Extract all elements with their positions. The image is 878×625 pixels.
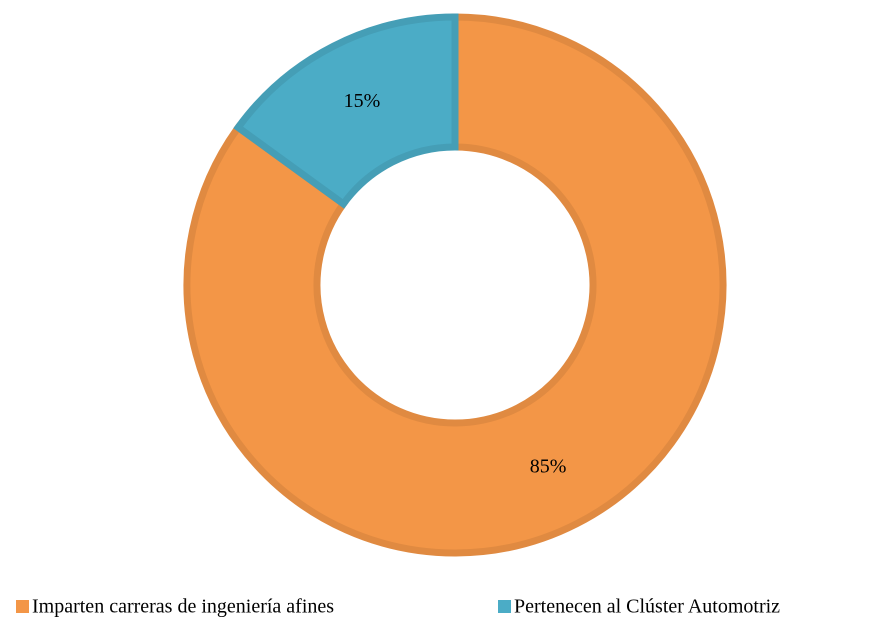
data-label: 85% (530, 455, 567, 477)
legend-swatch (498, 600, 511, 613)
legend-label: Pertenecen al Clúster Automotriz (514, 596, 780, 618)
legend-label: Imparten carreras de ingeniería afines (32, 596, 334, 618)
data-label: 15% (344, 90, 381, 112)
donut-slice (183, 13, 727, 557)
legend-swatch (16, 600, 29, 613)
donut-slice (233, 13, 459, 209)
